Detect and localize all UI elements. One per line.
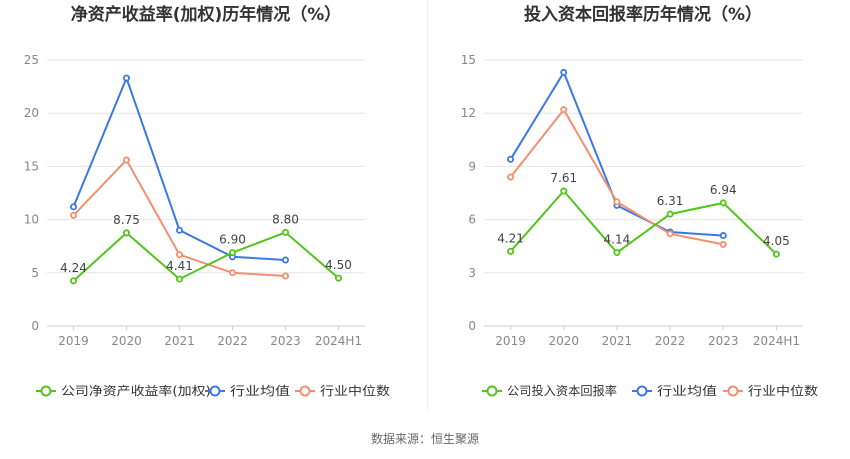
data-label: 4.24: [60, 261, 87, 275]
y-tick-label: 15: [461, 53, 476, 67]
data-point-company: [613, 249, 621, 257]
data-point-avg: [507, 155, 515, 163]
data-label: 4.05: [763, 234, 790, 248]
data-point-avg: [560, 68, 568, 76]
chart-title: 投入资本回报率历年情况（%）: [524, 4, 762, 25]
data-point-company: [719, 199, 727, 207]
legend-item-median[interactable]: 行业中位数: [723, 383, 818, 398]
roic-chart: 投入资本回报率历年情况（%） 0 3 6 9 12 15 2019 2020 2021 2022 20…: [461, 4, 818, 398]
x-tick-label: 2024H1: [315, 334, 362, 348]
data-point-company: [228, 249, 236, 257]
data-point-median: [228, 269, 236, 277]
legend-label: 公司净资产收益率(加权): [61, 383, 211, 398]
x-tick-label: 2019: [58, 334, 89, 348]
data-point-median: [175, 251, 183, 259]
x-tick-label: 2023: [708, 334, 739, 348]
data-label: 7.61: [550, 171, 577, 185]
chart-title: 净资产收益率(加权)历年情况（%）: [71, 4, 342, 25]
legend-item-median[interactable]: 行业中位数: [295, 383, 390, 398]
data-source-text: 数据来源：恒生聚源: [370, 432, 479, 446]
data-point-company: [772, 250, 780, 258]
legend-label: 公司投入资本回报率: [507, 383, 617, 398]
data-point-median: [70, 211, 78, 219]
series-line-company: [72, 231, 340, 282]
data-point-median: [719, 240, 727, 248]
data-point-company: [334, 274, 342, 282]
data-label: 4.21: [497, 231, 524, 245]
data-point-avg: [175, 226, 183, 234]
data-point-company: [560, 187, 568, 195]
data-label: 6.31: [657, 194, 684, 208]
legend-marker: [486, 385, 498, 397]
data-label: 6.90: [219, 233, 246, 247]
data-point-median: [613, 198, 621, 206]
y-tick-label: 15: [24, 159, 39, 173]
legend-item-avg[interactable]: 行业均值: [205, 383, 290, 398]
data-point-median: [666, 230, 674, 238]
x-tick-label: 2021: [164, 334, 195, 348]
legend-item-company[interactable]: 公司净资产收益率(加权): [36, 383, 211, 398]
legend-marker: [299, 385, 311, 397]
data-point-median: [507, 173, 515, 181]
legend-marker: [636, 385, 648, 397]
data-point-company: [281, 228, 289, 236]
data-point-median: [281, 272, 289, 280]
legend-label: 行业中位数: [748, 383, 818, 398]
x-tick-label: 2022: [655, 334, 686, 348]
x-tick-label: 2020: [548, 334, 579, 348]
series-line-avg: [509, 70, 724, 237]
legend-marker: [209, 385, 221, 397]
y-tick-label: 9: [468, 159, 476, 173]
data-point-company: [507, 247, 515, 255]
legend-item-avg[interactable]: 行业均值: [632, 383, 717, 398]
data-point-avg: [281, 256, 289, 264]
y-tick-label: 25: [24, 53, 39, 67]
legend-marker: [40, 385, 52, 397]
data-point-company: [666, 210, 674, 218]
chart-divider: [427, 0, 428, 410]
legend-label: 行业均值: [657, 383, 717, 398]
y-tick-label: 10: [24, 213, 39, 227]
data-point-company: [123, 229, 131, 237]
y-tick-label: 3: [468, 266, 476, 280]
data-point-company: [175, 275, 183, 283]
y-tick-label: 12: [461, 106, 476, 120]
y-tick-label: 6: [468, 213, 476, 227]
series-line-median: [509, 107, 724, 246]
data-point-median: [123, 156, 131, 164]
x-tick-label: 2022: [217, 334, 248, 348]
x-tick-label: 2021: [602, 334, 633, 348]
data-point-company: [70, 277, 78, 285]
legend-label: 行业中位数: [320, 383, 390, 398]
y-tick-label: 20: [24, 106, 39, 120]
x-tick-label: 2023: [270, 334, 301, 348]
x-tick-label: 2020: [111, 334, 142, 348]
data-point-avg: [719, 232, 727, 240]
data-label: 4.41: [166, 259, 193, 273]
series-line-company: [509, 189, 778, 255]
data-label: 4.14: [604, 233, 631, 247]
roe-chart: 净资产收益率(加权)历年情况（%） 0 5 10 15 20 25 2019 2020 2021 2…: [24, 4, 390, 398]
data-point-avg: [123, 74, 131, 82]
data-label: 4.50: [325, 258, 352, 272]
legend-marker: [727, 385, 739, 397]
data-point-avg: [70, 203, 78, 211]
y-tick-label: 5: [31, 266, 39, 280]
legend-item-company[interactable]: 公司投入资本回报率: [482, 383, 617, 398]
data-label: 8.75: [113, 213, 140, 227]
data-label: 6.94: [710, 183, 737, 197]
x-tick-label: 2024H1: [753, 334, 800, 348]
data-label: 8.80: [272, 212, 299, 226]
y-tick-label: 0: [468, 319, 476, 333]
y-tick-label: 0: [31, 319, 39, 333]
data-point-median: [560, 106, 568, 114]
legend-label: 行业均值: [230, 383, 290, 398]
x-tick-label: 2019: [495, 334, 526, 348]
